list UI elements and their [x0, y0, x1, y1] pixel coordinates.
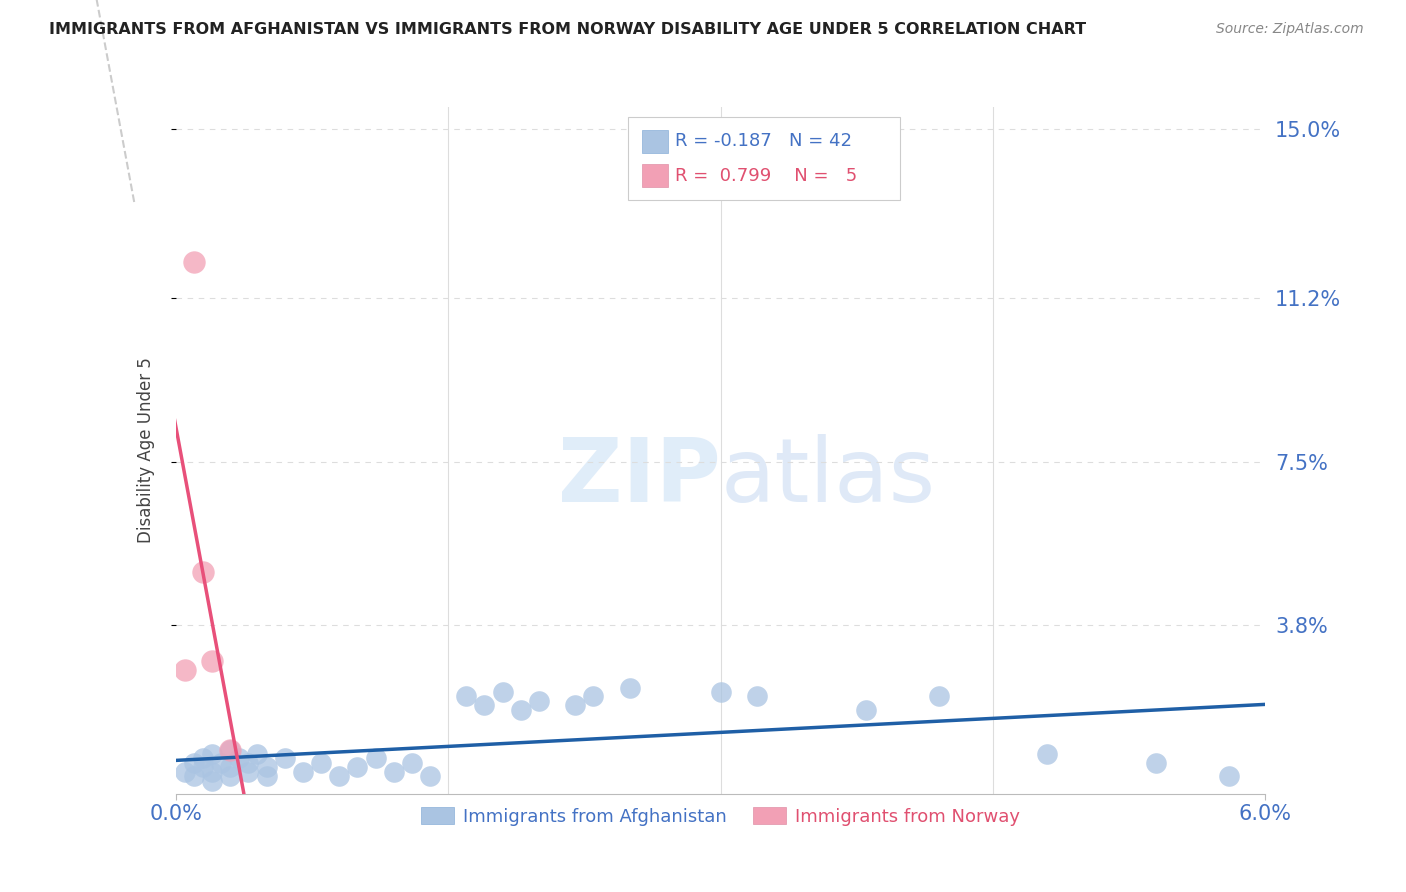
Point — [183, 756, 205, 770]
Text: R =  0.799    N =   5: R = 0.799 N = 5 — [675, 167, 858, 185]
Text: ZIP: ZIP — [558, 434, 721, 522]
Point — [564, 698, 586, 713]
Point — [309, 756, 332, 770]
Point — [1036, 747, 1059, 761]
Point — [456, 690, 478, 704]
Text: IMMIGRANTS FROM AFGHANISTAN VS IMMIGRANTS FROM NORWAY DISABILITY AGE UNDER 5 COR: IMMIGRANTS FROM AFGHANISTAN VS IMMIGRANT… — [49, 22, 1087, 37]
Point — [346, 760, 368, 774]
Point — [173, 764, 195, 779]
Point — [191, 751, 214, 765]
Y-axis label: Disability Age Under 5: Disability Age Under 5 — [136, 358, 155, 543]
Point — [183, 255, 205, 269]
Point — [238, 764, 260, 779]
Point — [246, 747, 269, 761]
Point — [201, 773, 224, 788]
Point — [291, 764, 314, 779]
Point — [382, 764, 405, 779]
Point — [191, 760, 214, 774]
Point — [201, 764, 224, 779]
Point — [509, 703, 531, 717]
Point — [238, 756, 260, 770]
Point — [256, 760, 278, 774]
Point — [183, 769, 205, 783]
Point — [619, 681, 641, 695]
Point — [201, 747, 224, 761]
Point — [474, 698, 496, 713]
FancyBboxPatch shape — [628, 118, 900, 200]
FancyBboxPatch shape — [643, 129, 668, 153]
FancyBboxPatch shape — [643, 164, 668, 187]
Point — [364, 751, 387, 765]
Point — [401, 756, 423, 770]
Text: Source: ZipAtlas.com: Source: ZipAtlas.com — [1216, 22, 1364, 37]
Point — [219, 742, 242, 756]
Point — [710, 685, 733, 699]
Text: R = -0.187   N = 42: R = -0.187 N = 42 — [675, 132, 852, 151]
Point — [492, 685, 515, 699]
Point — [928, 690, 950, 704]
Point — [219, 769, 242, 783]
Point — [855, 703, 877, 717]
Point — [173, 663, 195, 677]
Text: atlas: atlas — [721, 434, 936, 522]
Point — [419, 769, 441, 783]
Point — [191, 566, 214, 580]
Point — [274, 751, 297, 765]
Point — [328, 769, 350, 783]
Point — [1218, 769, 1240, 783]
Point — [228, 751, 250, 765]
Point — [219, 760, 242, 774]
Point — [582, 690, 605, 704]
Point — [256, 769, 278, 783]
Legend: Immigrants from Afghanistan, Immigrants from Norway: Immigrants from Afghanistan, Immigrants … — [413, 800, 1028, 833]
Point — [219, 742, 242, 756]
Point — [527, 694, 550, 708]
Point — [1146, 756, 1168, 770]
Point — [745, 690, 768, 704]
Point — [201, 654, 224, 668]
Point — [209, 756, 232, 770]
